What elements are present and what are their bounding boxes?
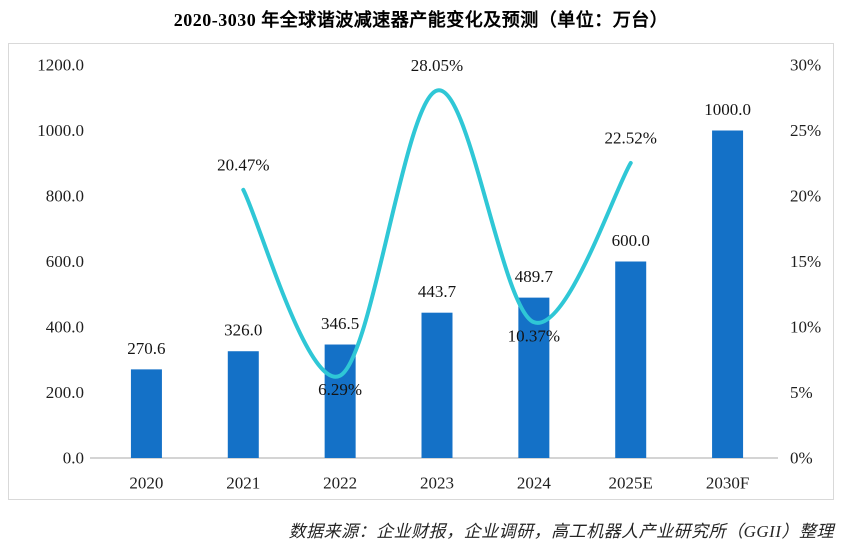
- right-axis-tick: 20%: [790, 187, 821, 206]
- bar-2025E: [615, 261, 647, 458]
- right-axis-tick: 15%: [790, 252, 821, 271]
- growth-rate-line: [241, 88, 633, 379]
- bar-value-label-2021: 326.0: [224, 321, 262, 340]
- left-axis-tick: 1000.0: [37, 121, 84, 140]
- left-axis-tick: 1200.0: [37, 56, 84, 75]
- x-axis-label-2025E: 2025E: [609, 474, 653, 493]
- line-value-label-2021: 20.47%: [217, 155, 269, 174]
- right-axis-tick: 0%: [790, 449, 813, 468]
- bar-2023: [421, 312, 453, 458]
- left-axis-tick: 400.0: [46, 318, 84, 337]
- line-value-label-2022: 6.29%: [318, 380, 362, 399]
- x-axis-label-2024: 2024: [517, 474, 552, 493]
- x-axis-label-2023: 2023: [420, 474, 454, 493]
- bar-2030F: [712, 130, 744, 458]
- x-axis-label-2021: 2021: [226, 474, 260, 493]
- left-axis-tick: 0.0: [63, 449, 84, 468]
- left-axis-tick: 600.0: [46, 252, 84, 271]
- bar-2021: [227, 351, 259, 458]
- bar-value-label-2030F: 1000.0: [704, 100, 751, 119]
- bar-2024: [518, 297, 550, 458]
- bar-value-label-2022: 346.5: [321, 314, 359, 333]
- bar-2020: [130, 369, 162, 458]
- right-axis-tick: 30%: [790, 56, 821, 75]
- right-axis-tick: 10%: [790, 318, 821, 337]
- bar-value-label-2020: 270.6: [127, 339, 165, 358]
- left-axis-tick: 800.0: [46, 187, 84, 206]
- line-value-label-2025E: 22.52%: [605, 128, 657, 147]
- chart-title: 2020-3030 年全球谐波减速器产能变化及预测（单位：万台）: [173, 10, 669, 30]
- line-value-label-2023: 28.05%: [411, 56, 463, 75]
- bar-value-label-2024: 489.7: [515, 267, 554, 286]
- x-axis-label-2022: 2022: [323, 474, 357, 493]
- source-note: 数据来源：企业财报，企业调研，高工机器人产业研究所（GGII）整理: [288, 522, 834, 541]
- line-value-label-2024: 10.37%: [508, 327, 560, 346]
- x-axis-label-2020: 2020: [129, 474, 163, 493]
- bar-value-label-2025E: 600.0: [612, 231, 650, 250]
- bar-value-label-2023: 443.7: [418, 282, 457, 301]
- right-axis-tick: 5%: [790, 383, 813, 402]
- right-axis-tick: 25%: [790, 121, 821, 140]
- x-axis-label-2030F: 2030F: [706, 474, 749, 493]
- left-axis-tick: 200.0: [46, 383, 84, 402]
